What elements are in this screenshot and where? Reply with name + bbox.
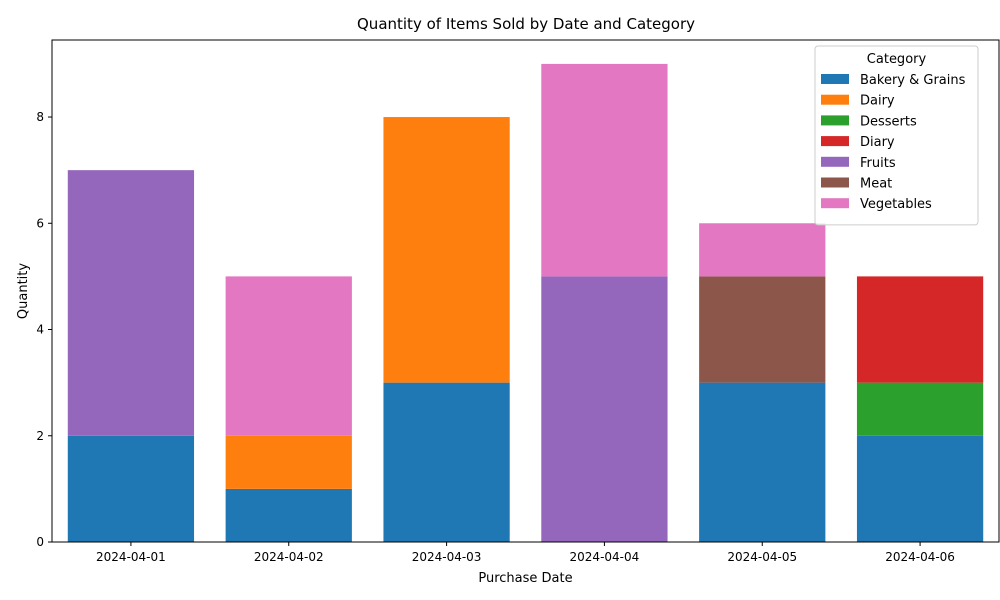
x-axis: 2024-04-01 2024-04-02 2024-04-03 2024-04-04… bbox=[96, 542, 955, 564]
bar-6-3 bbox=[541, 63, 668, 277]
legend-label-0: Bakery & Grains bbox=[860, 73, 966, 88]
bar-6-4 bbox=[699, 223, 826, 277]
plot-frame bbox=[51, 39, 1000, 543]
legend-swatch-6 bbox=[821, 198, 849, 209]
x-axis-title: Purchase Date bbox=[478, 571, 572, 586]
y-tick-label-1: 2 bbox=[36, 429, 44, 443]
y-axis: 0 2 4 6 8 bbox=[36, 110, 52, 549]
legend-title: Category bbox=[867, 52, 927, 67]
y-axis-title: Quantity bbox=[16, 263, 31, 319]
legend-label-5: Meat bbox=[860, 177, 892, 192]
bar-0-1 bbox=[225, 488, 352, 542]
bars-group bbox=[67, 63, 984, 542]
legend-swatch-0 bbox=[821, 74, 849, 84]
x-tick-label-4: 2024-04-05 bbox=[727, 550, 797, 564]
legend-swatch-1 bbox=[821, 94, 849, 105]
x-tick-label-0: 2024-04-01 bbox=[96, 550, 166, 564]
legend-swatch-4 bbox=[821, 156, 849, 167]
bar-1-1 bbox=[225, 435, 352, 489]
bar-0-5 bbox=[856, 435, 984, 542]
bar-4-0 bbox=[67, 170, 195, 436]
bar-4-3 bbox=[541, 276, 668, 542]
legend-label-1: Dairy bbox=[860, 94, 895, 109]
legend-swatch-3 bbox=[821, 136, 849, 147]
legend-label-6: Vegetables bbox=[860, 197, 932, 212]
legend-label-4: Fruits bbox=[860, 156, 896, 171]
legend-box bbox=[814, 45, 979, 226]
legend: Category Bakery & Grains Dairy Desserts Dia… bbox=[814, 45, 979, 226]
y-tick-label-4: 8 bbox=[36, 110, 44, 124]
y-tick-label-3: 6 bbox=[36, 216, 44, 230]
chart-title: Quantity of Items Sold by Date and Categ… bbox=[357, 15, 695, 33]
legend-swatch-2 bbox=[821, 115, 849, 126]
x-tick-label-3: 2024-04-04 bbox=[570, 550, 640, 564]
y-tick-label-2: 4 bbox=[36, 323, 44, 337]
bar-0-2 bbox=[383, 382, 510, 542]
legend-label-2: Desserts bbox=[860, 114, 917, 129]
x-tick-label-5: 2024-04-06 bbox=[885, 550, 955, 564]
bar-3-5 bbox=[856, 276, 984, 383]
bar-2-5 bbox=[856, 382, 984, 436]
x-tick-label-1: 2024-04-02 bbox=[254, 550, 324, 564]
x-tick-label-2: 2024-04-03 bbox=[412, 550, 482, 564]
bar-1-2 bbox=[383, 117, 510, 383]
bar-5-4 bbox=[699, 276, 826, 383]
bar-0-0 bbox=[67, 435, 195, 542]
bar-0-4 bbox=[699, 382, 826, 542]
y-tick-label-0: 0 bbox=[36, 535, 44, 549]
legend-swatch-5 bbox=[821, 177, 849, 188]
bar-6-1 bbox=[225, 276, 352, 436]
legend-label-3: Diary bbox=[860, 135, 895, 150]
